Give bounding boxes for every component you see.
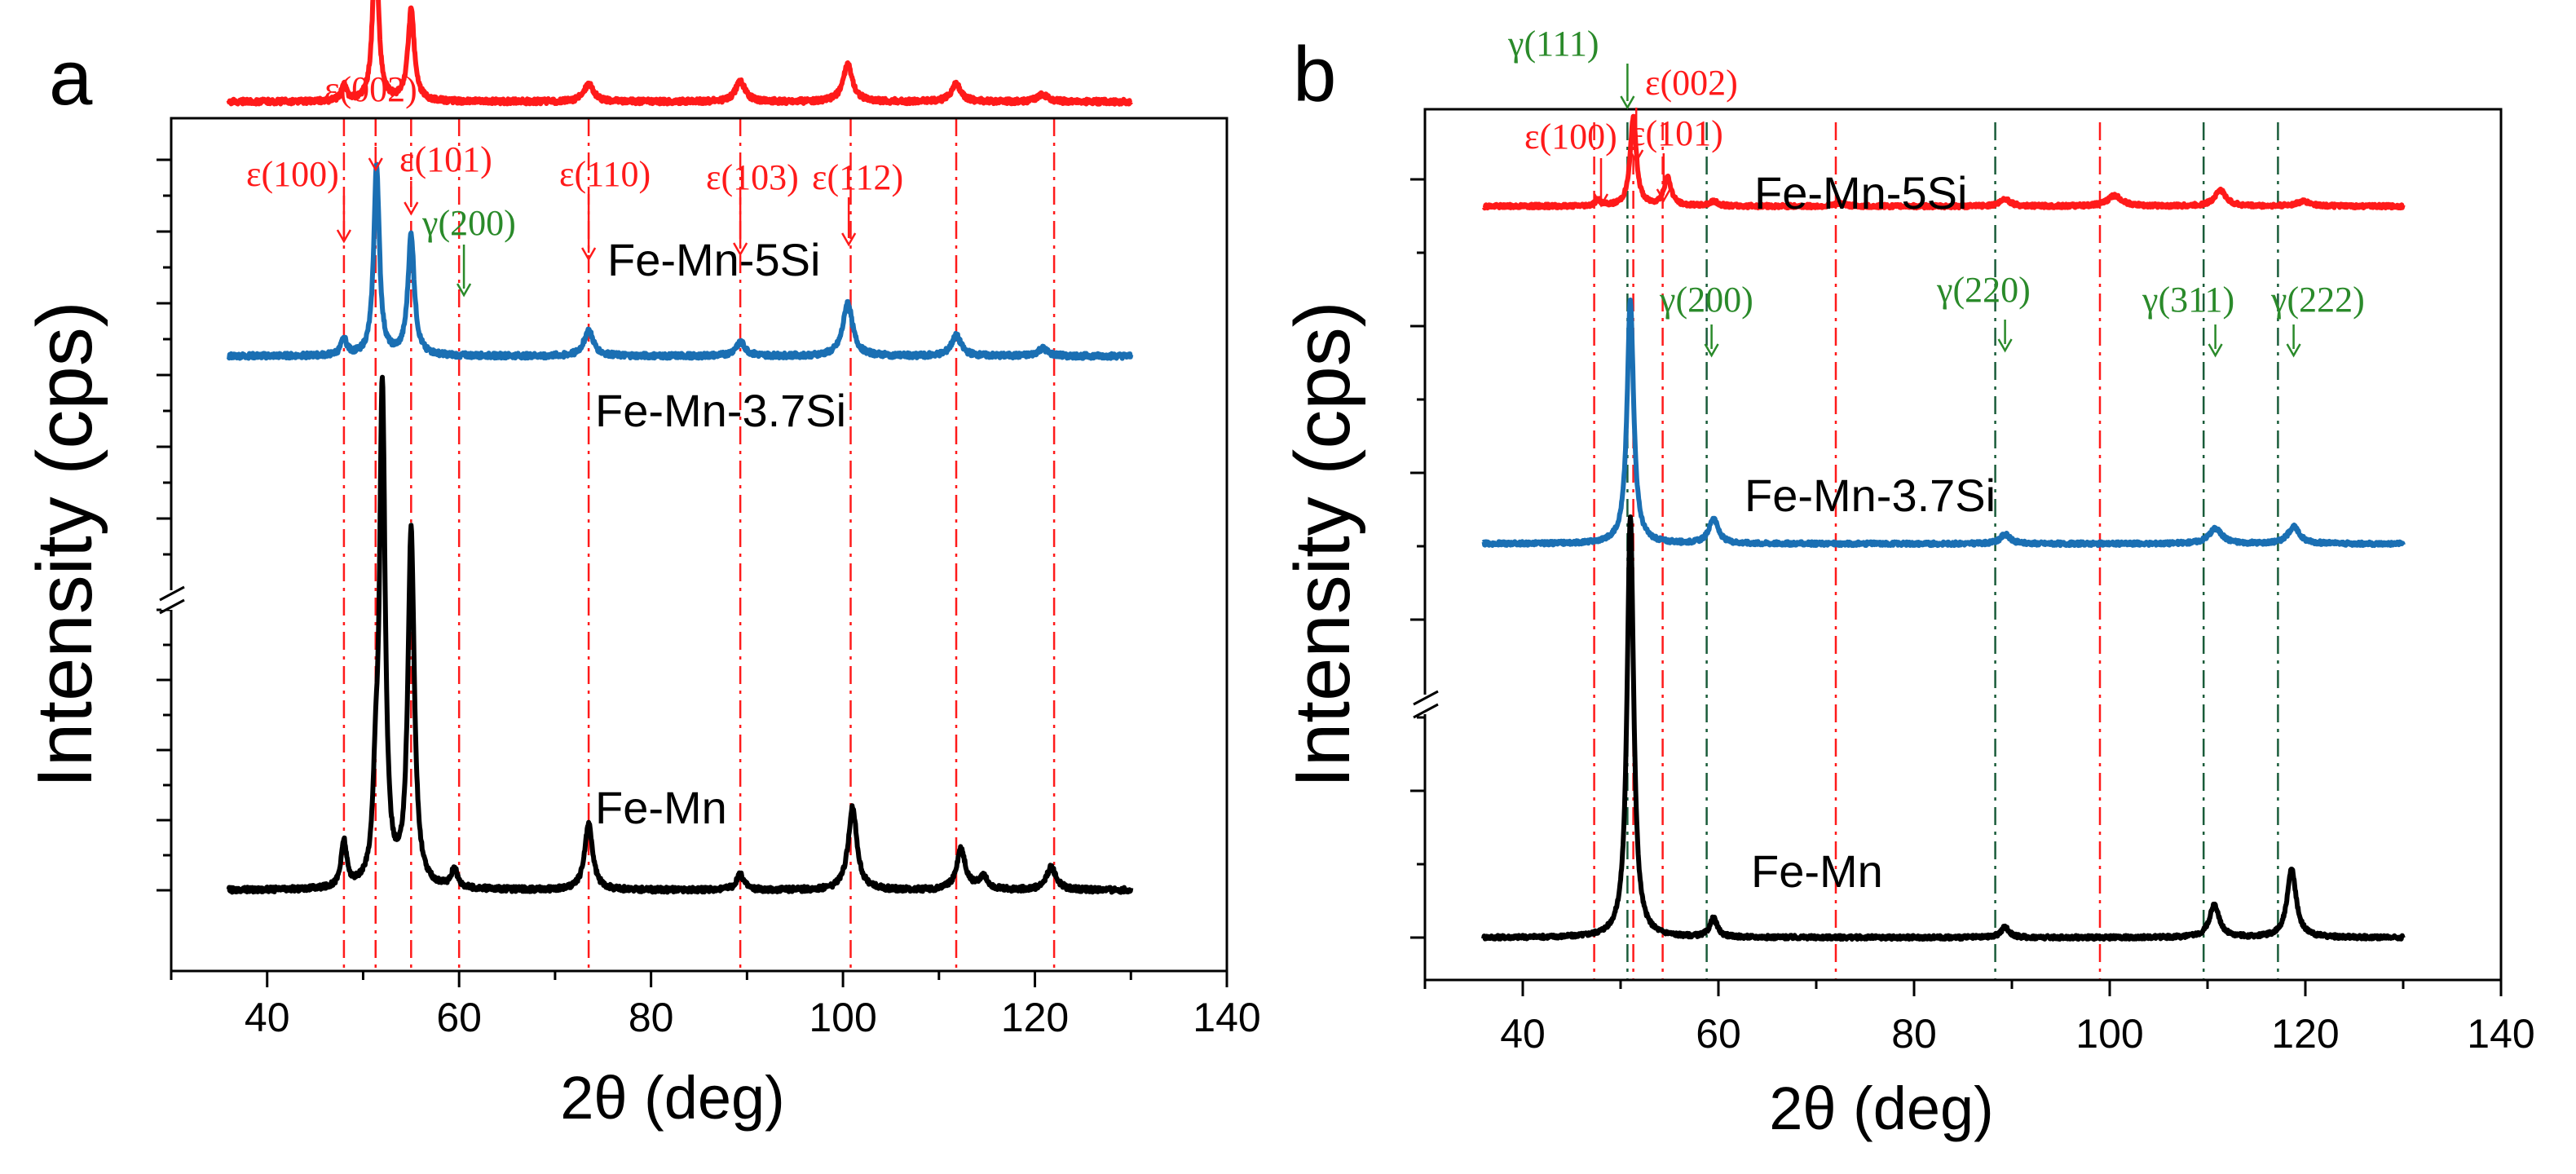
x-tick-label: 100 xyxy=(2075,1011,2143,1057)
peak-arrow-head xyxy=(2286,343,2301,358)
panel-b-peak-label-e100: ε(100) xyxy=(1524,117,1617,157)
panel-a-x-axis-label: 2θ (deg) xyxy=(560,1064,785,1132)
panel-b-label-fe-mn-3-7si: Fe-Mn-3.7Si xyxy=(1745,470,1996,521)
panel-a-y-axis-label: Intensity (cps) xyxy=(21,301,108,788)
panel-b: b 40 60 80 100 120 140 2θ (deg) Intensity (cp… xyxy=(1279,24,2535,1142)
peak-arrow-head xyxy=(336,229,351,244)
peak-arrow-head xyxy=(841,232,857,247)
peak-arrow-head xyxy=(1704,343,1719,358)
panel-b-y-ticks xyxy=(1410,178,1425,939)
panel-a-peak-arrows xyxy=(336,147,857,298)
panel-b-peak-label-g220: γ(220) xyxy=(1936,270,2031,310)
peak-arrow-head xyxy=(404,201,419,216)
x-tick-label: 80 xyxy=(629,995,674,1040)
panel-a-peak-label-e002: ε(002) xyxy=(324,69,417,109)
panel-b-axis-break xyxy=(1413,690,1439,719)
panel-b-peak-label-e101: ε(101) xyxy=(1630,113,1723,153)
panel-b-label-fe-mn-5si: Fe-Mn-5Si xyxy=(1754,167,1967,218)
panel-a-label-fe-mn-5si: Fe-Mn-5Si xyxy=(607,234,820,285)
series-line-fe-mn xyxy=(1481,514,2406,942)
panel-a-plot-frame xyxy=(170,117,1228,973)
peak-arrow-head xyxy=(1593,193,1609,208)
series-line-fe-mn-3-7si xyxy=(1481,298,2406,549)
panel-b-peak-label-g111: γ(111) xyxy=(1507,24,1599,64)
peak-arrow-head xyxy=(368,157,383,172)
panel-a-letter: a xyxy=(49,34,93,121)
peak-arrow-head xyxy=(1620,95,1635,110)
panel-a-peak-label-e103: ε(103) xyxy=(706,157,799,197)
panel-a-label-fe-mn: Fe-Mn xyxy=(595,782,727,833)
x-tick-label: 100 xyxy=(809,995,876,1040)
peak-arrow-head xyxy=(1997,338,2013,353)
x-tick-label: 60 xyxy=(1696,1011,1741,1057)
x-tick-label: 40 xyxy=(1500,1011,1546,1057)
panel-b-x-axis-label: 2θ (deg) xyxy=(1769,1075,1994,1142)
panel-b-series xyxy=(1481,113,2406,942)
panel-b-peak-arrows xyxy=(1593,64,2301,358)
panel-b-label-fe-mn: Fe-Mn xyxy=(1751,845,1883,897)
peak-arrow-head xyxy=(456,283,472,298)
panel-b-x-ticks: 40 60 80 100 120 140 xyxy=(1423,980,2535,1057)
peak-arrow-head xyxy=(1629,149,1644,164)
x-tick-label: 140 xyxy=(2467,1011,2534,1057)
panel-a-peak-label-e112: ε(112) xyxy=(812,157,903,197)
panel-b-peak-label-g222: γ(222) xyxy=(2270,280,2365,320)
peak-arrow-head xyxy=(2208,343,2223,358)
panel-b-y-axis-label: Intensity (cps) xyxy=(1279,301,1366,788)
panel-a-y-ticks xyxy=(157,158,171,892)
panel-a-axis-break xyxy=(159,585,185,615)
panel-a-peak-label-e100: ε(100) xyxy=(246,154,339,194)
peak-arrow-head xyxy=(733,242,748,257)
panel-a-series xyxy=(226,0,1134,895)
panel-a-peak-label-e101: ε(101) xyxy=(399,139,492,179)
panel-a-peak-label-g200: γ(200) xyxy=(421,203,516,243)
panel-b-letter: b xyxy=(1293,31,1336,118)
series-line-fe-mn xyxy=(226,374,1134,895)
series-line-fe-mn-3-7si xyxy=(226,161,1134,361)
peak-arrow-head xyxy=(1656,188,1671,203)
x-tick-label: 140 xyxy=(1193,995,1260,1040)
panel-a-x-ticks: 40 60 80 100 120 140 xyxy=(170,971,1261,1040)
series-line-fe-mn-5si xyxy=(226,0,1133,107)
panel-b-reference-lines xyxy=(1593,122,2279,980)
panel-b-peak-label-g311: γ(311) xyxy=(2142,280,2234,320)
panel-b-peak-label-e002: ε(002) xyxy=(1645,63,1738,103)
panel-b-plot-frame xyxy=(1423,108,2503,982)
x-tick-label: 120 xyxy=(1001,995,1069,1040)
x-tick-label: 60 xyxy=(436,995,482,1040)
panel-a-label-fe-mn-3-7si: Fe-Mn-3.7Si xyxy=(595,385,846,436)
x-tick-label: 120 xyxy=(2271,1011,2339,1057)
panel-a: a 40 60 80 100 120 140 2θ (deg) Intensity (cp… xyxy=(21,0,1261,1132)
x-tick-label: 80 xyxy=(1891,1011,1937,1057)
panel-b-peak-label-g200: γ(200) xyxy=(1659,280,1753,320)
peak-arrow-head xyxy=(581,247,597,262)
panel-a-peak-label-e110: ε(110) xyxy=(559,154,651,194)
x-tick-label: 40 xyxy=(245,995,290,1040)
